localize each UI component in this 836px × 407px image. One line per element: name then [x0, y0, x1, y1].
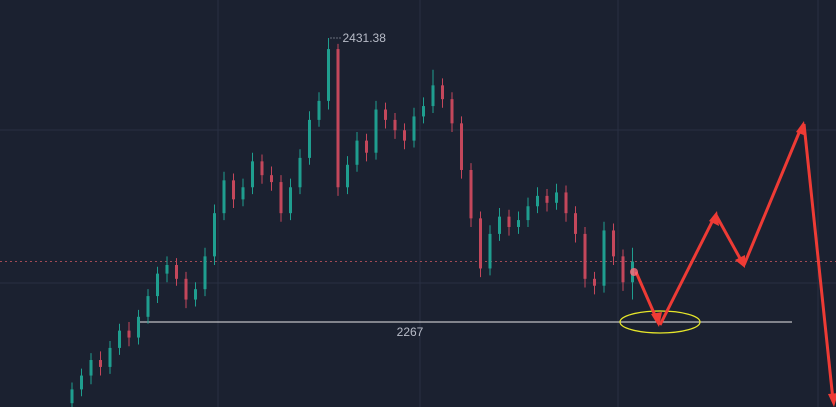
candle-body — [403, 130, 406, 141]
candle-body — [621, 256, 625, 283]
candle-body — [70, 389, 74, 404]
candle-body — [298, 157, 302, 188]
highlight-ellipse — [619, 310, 701, 334]
candle-body — [374, 109, 378, 153]
candle-body — [118, 330, 121, 348]
candle-body — [612, 230, 615, 257]
candle-body — [593, 278, 596, 286]
candle-body — [251, 161, 254, 188]
last-price-dot — [630, 268, 638, 276]
candle-body — [270, 175, 273, 183]
candle-body — [526, 206, 530, 221]
candle-body — [279, 182, 283, 214]
support-label: 2267 — [397, 325, 424, 339]
candle-body — [241, 187, 245, 200]
candle-body — [336, 49, 340, 188]
high-label: 2431.38 — [343, 31, 387, 45]
candle-body — [412, 116, 416, 141]
candle-body — [602, 230, 606, 286]
candle-body — [365, 140, 368, 153]
candle-body — [137, 316, 140, 338]
candle-body — [289, 187, 292, 214]
candle-body — [545, 195, 549, 203]
candle-body — [327, 49, 330, 101]
candle-body — [89, 360, 93, 376]
candle-body — [99, 360, 102, 367]
candle-body — [393, 119, 397, 131]
candle-body — [213, 213, 216, 257]
candle-body — [260, 161, 264, 176]
candle-body — [194, 289, 197, 300]
candle-body — [431, 85, 435, 107]
candle-body — [222, 180, 226, 214]
candle-body — [346, 164, 349, 188]
candle-body — [555, 192, 558, 203]
candle-body — [317, 100, 321, 120]
candle-body — [422, 106, 425, 117]
candle-body — [583, 233, 587, 279]
candle-body — [460, 123, 463, 170]
candle-body — [507, 216, 511, 227]
candle-body — [441, 85, 444, 100]
candle-body — [146, 296, 150, 317]
candle-body — [108, 347, 112, 367]
candle-body — [498, 216, 501, 234]
forecast-arrows — [634, 121, 836, 407]
candle-body — [165, 264, 169, 274]
candle-body — [488, 233, 492, 269]
candle-body — [156, 273, 159, 297]
candle-body — [175, 264, 178, 279]
candle-body — [384, 109, 387, 120]
candle-body — [574, 213, 577, 234]
candle-body — [127, 330, 131, 338]
candle-body — [536, 195, 539, 207]
candle-body — [479, 218, 482, 269]
candle-body — [308, 119, 311, 158]
candle-body — [564, 192, 568, 214]
candle-body — [203, 256, 207, 290]
candle-body — [517, 220, 520, 227]
candle-body — [80, 375, 83, 390]
candle-body — [355, 140, 359, 165]
candle-body — [469, 169, 473, 219]
candle-body — [232, 180, 235, 200]
candle-body — [184, 278, 188, 300]
candle-body — [450, 99, 454, 124]
